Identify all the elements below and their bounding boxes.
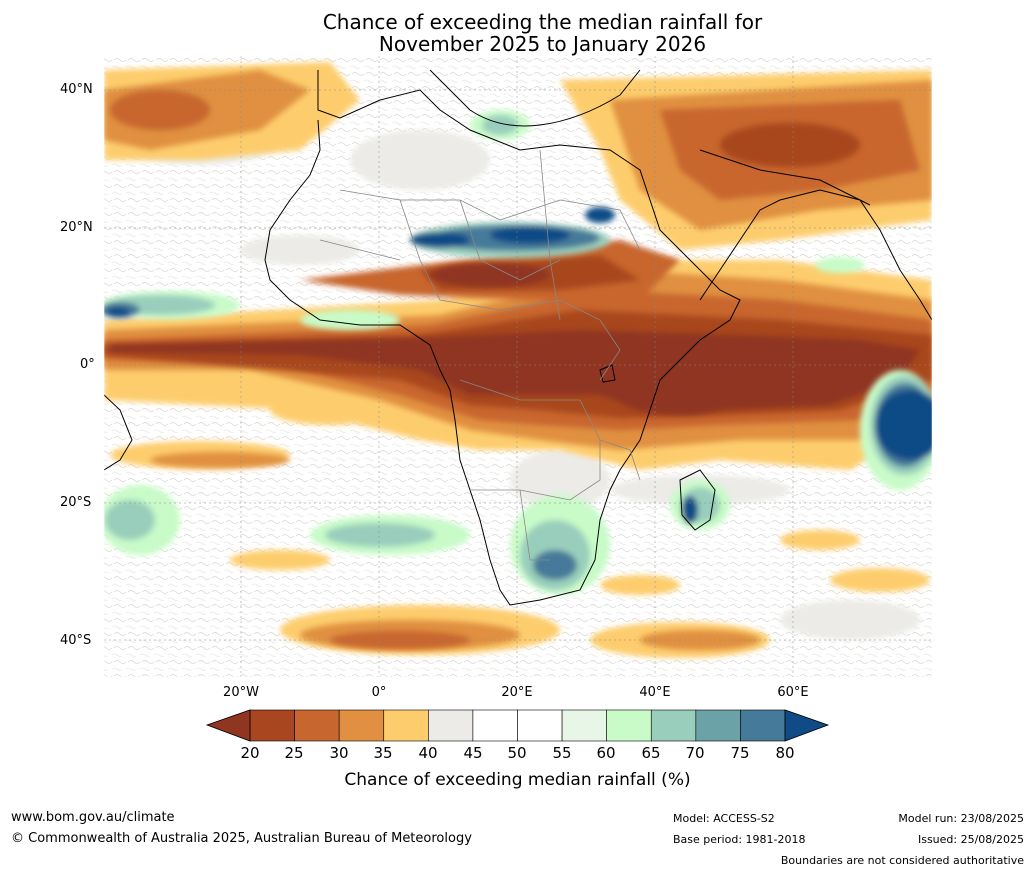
colorbar-cell xyxy=(740,709,786,742)
lat-label-0: 0° xyxy=(80,357,95,372)
colorbar-cell xyxy=(517,709,563,742)
colorbar-cell xyxy=(383,709,429,742)
footer-base-period: Base period: 1981-2018 xyxy=(673,833,806,846)
footer-issued: Issued: 25/08/2025 xyxy=(917,833,1024,846)
colorbar-label: Chance of exceeding median rainfall (%) xyxy=(344,770,691,790)
colorbar-tick: 35 xyxy=(373,744,393,762)
lat-label-20s: 20°S xyxy=(60,495,92,510)
footer-copyright: © Commonwealth of Australia 2025, Austra… xyxy=(11,831,472,846)
colorbar-tick: 55 xyxy=(552,744,572,762)
colorbar-cell xyxy=(338,709,385,742)
colorbar-tick: 40 xyxy=(418,744,438,762)
map-title-line1: Chance of exceeding the median rainfall … xyxy=(322,10,763,34)
colorbar-cell xyxy=(650,709,697,742)
lon-label-40e: 40°E xyxy=(639,685,671,700)
map-field xyxy=(104,56,932,677)
colorbar-tick: 65 xyxy=(641,744,661,762)
colorbar-tick: 45 xyxy=(463,744,483,762)
colorbar-tick: 75 xyxy=(730,744,750,762)
colorbar-cell xyxy=(561,709,607,742)
lat-label-40n: 40°N xyxy=(60,82,93,97)
map-title-line2: November 2025 to January 2026 xyxy=(378,32,707,56)
colorbar-tick: 80 xyxy=(775,744,795,762)
colorbar-cell xyxy=(294,709,340,742)
colorbar-cell xyxy=(249,709,295,742)
colorbar-cell xyxy=(695,709,741,742)
colorbar-tick: 20 xyxy=(240,744,260,762)
footer-model: Model: ACCESS-S2 xyxy=(673,812,775,825)
colorbar-tick: 70 xyxy=(685,744,705,762)
colorbar-cell xyxy=(428,709,474,742)
colorbar-tick: 30 xyxy=(329,744,349,762)
footer-disclaimer: Boundaries are not considered authoritat… xyxy=(780,854,1024,867)
lat-label-20n: 20°N xyxy=(60,220,93,235)
colorbar-tick: 60 xyxy=(596,744,616,762)
colorbar-tick: 25 xyxy=(284,744,304,762)
lon-label-0: 0° xyxy=(371,685,387,700)
colorbar-cell xyxy=(472,709,518,742)
footer-website-link[interactable]: www.bom.gov.au/climate xyxy=(11,810,175,825)
lon-label-60e: 60°E xyxy=(777,685,809,700)
colorbar-cell xyxy=(606,709,652,742)
footer-model-run: Model run: 23/08/2025 xyxy=(898,812,1024,825)
lon-label-20w: 20°W xyxy=(223,685,259,700)
lat-label-40s: 40°S xyxy=(60,633,92,648)
lon-label-20e: 20°E xyxy=(501,685,533,700)
colorbar-tick: 50 xyxy=(507,744,527,762)
colorbar xyxy=(205,709,830,742)
